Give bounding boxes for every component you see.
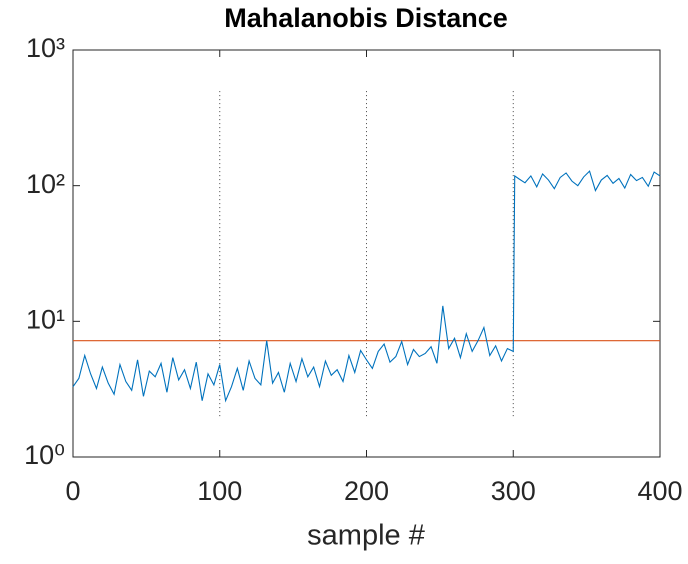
- x-axis-label: sample #: [307, 520, 425, 552]
- y-tick-label: 10⁰: [24, 440, 65, 470]
- x-tick-label: 0: [65, 476, 80, 506]
- x-tick-label: 400: [637, 476, 682, 506]
- y-tick-label: 10³: [26, 33, 65, 63]
- x-tick-label: 100: [197, 476, 242, 506]
- x-tick-label: 200: [344, 476, 389, 506]
- y-tick-label: 10²: [26, 169, 65, 199]
- chart-title: Mahalanobis Distance: [224, 3, 508, 33]
- plot-box: [72, 49, 661, 458]
- data-line: [72, 170, 661, 403]
- y-tick-label: 10¹: [26, 304, 65, 334]
- x-tick-label: 300: [491, 476, 536, 506]
